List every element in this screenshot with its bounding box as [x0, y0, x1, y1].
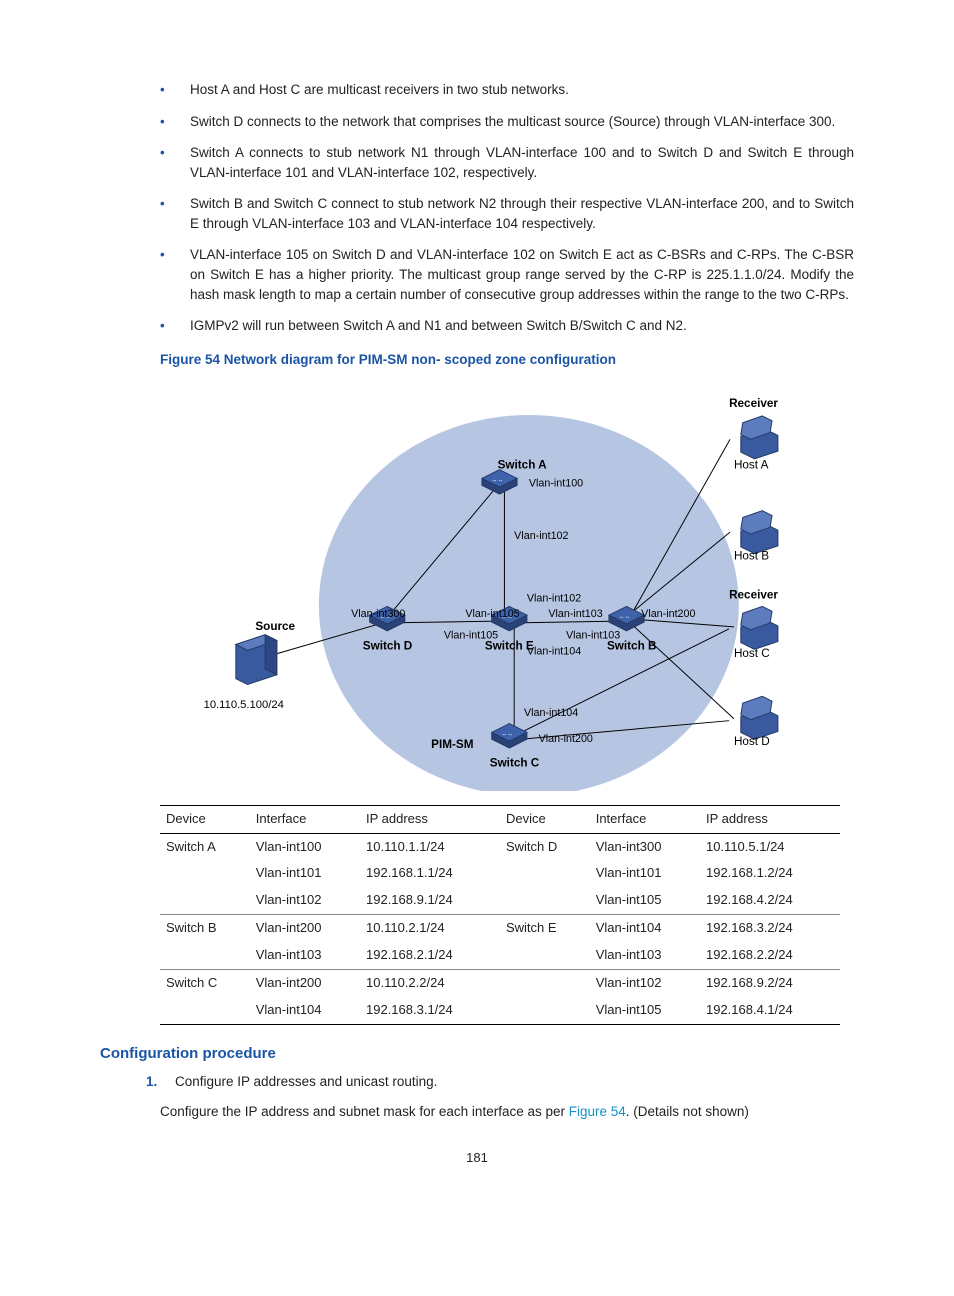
svg-text:Receiver: Receiver: [729, 397, 778, 410]
svg-text:Switch D: Switch D: [363, 640, 412, 653]
svg-text:Vlan-int102: Vlan-int102: [514, 530, 568, 542]
svg-text:Vlan-int200: Vlan-int200: [641, 608, 695, 620]
table-row: Vlan-int104192.168.3.1/24Vlan-int105192.…: [160, 997, 840, 1024]
svg-text:Vlan-int300: Vlan-int300: [351, 608, 405, 620]
svg-text:Vlan-int102: Vlan-int102: [527, 593, 581, 605]
svg-text:Host C: Host C: [734, 647, 770, 660]
bullet-list: Host A and Host C are multicast receiver…: [160, 80, 854, 336]
svg-text:Vlan-int105: Vlan-int105: [465, 608, 519, 620]
svg-text:Vlan-int104: Vlan-int104: [527, 645, 581, 657]
bullet-item: Switch A connects to stub network N1 thr…: [160, 143, 854, 182]
svg-text:Switch A: Switch A: [498, 459, 548, 472]
bullet-item: Host A and Host C are multicast receiver…: [160, 80, 854, 100]
page-number: 181: [100, 1149, 854, 1168]
bullet-item: VLAN-interface 105 on Switch D and VLAN-…: [160, 245, 854, 304]
table-row: Switch AVlan-int10010.110.1.1/24Switch D…: [160, 833, 840, 860]
svg-text:Vlan-int100: Vlan-int100: [529, 477, 583, 489]
svg-text:PIM-SM: PIM-SM: [431, 738, 473, 751]
step-item: Configure IP addresses and unicast routi…: [161, 1072, 854, 1092]
table-row: Switch CVlan-int20010.110.2.2/24Vlan-int…: [160, 969, 840, 996]
table-row: Switch BVlan-int20010.110.2.1/24Switch E…: [160, 915, 840, 942]
svg-text:↔↔: ↔↔: [492, 478, 504, 484]
text: . (Details not shown): [626, 1104, 749, 1119]
svg-text:Host A: Host A: [734, 459, 769, 472]
figure-caption: Figure 54 Network diagram for PIM-SM non…: [160, 350, 854, 370]
table-row: Vlan-int102192.168.9.1/24Vlan-int105192.…: [160, 887, 840, 914]
svg-text:Receiver: Receiver: [729, 589, 778, 602]
svg-text:Vlan-int200: Vlan-int200: [539, 733, 593, 745]
svg-text:↔↔: ↔↔: [501, 732, 513, 738]
bullet-item: Switch B and Switch C connect to stub ne…: [160, 194, 854, 233]
svg-text:Source: Source: [255, 620, 295, 633]
svg-text:Switch C: Switch C: [490, 757, 540, 770]
config-heading: Configuration procedure: [100, 1043, 854, 1065]
svg-text:Vlan-int103: Vlan-int103: [548, 608, 602, 620]
svg-text:Host B: Host B: [734, 550, 769, 563]
bullet-item: IGMPv2 will run between Switch A and N1 …: [160, 316, 854, 336]
svg-text:Host D: Host D: [734, 735, 770, 748]
text: Configure the IP address and subnet mask…: [160, 1104, 569, 1119]
svg-text:Vlan-int105: Vlan-int105: [444, 630, 498, 642]
config-body: Configure the IP address and subnet mask…: [160, 1102, 854, 1122]
table-row: Vlan-int103192.168.2.1/24Vlan-int103192.…: [160, 942, 840, 969]
network-diagram: Source 10.110.5.100/24 Host A Receiver Host …: [150, 371, 810, 797]
svg-text:Vlan-int103: Vlan-int103: [566, 630, 620, 642]
svg-text:Vlan-int104: Vlan-int104: [524, 707, 578, 719]
bullet-item: Switch D connects to the network that co…: [160, 112, 854, 132]
svg-text:10.110.5.100/24: 10.110.5.100/24: [204, 699, 284, 711]
config-steps: Configure IP addresses and unicast routi…: [145, 1072, 854, 1092]
table-row: Vlan-int101192.168.1.1/24Vlan-int101192.…: [160, 860, 840, 887]
svg-text:↔↔: ↔↔: [619, 614, 631, 620]
figure-link[interactable]: Figure 54: [569, 1104, 626, 1119]
ip-table: DeviceInterfaceIP addressDeviceInterface…: [160, 805, 840, 1025]
